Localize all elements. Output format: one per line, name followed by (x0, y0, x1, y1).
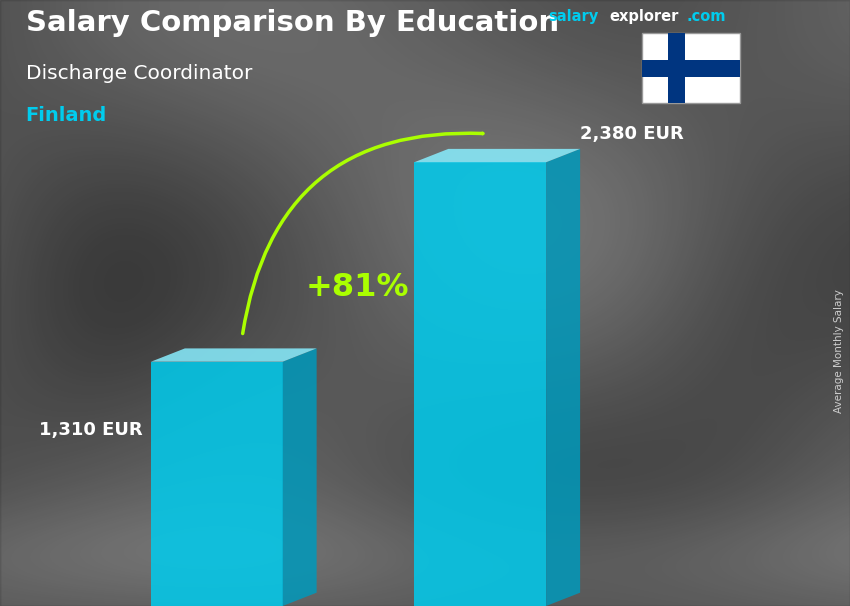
Text: 2,380 EUR: 2,380 EUR (580, 125, 684, 143)
Text: 1,310 EUR: 1,310 EUR (39, 421, 142, 439)
Polygon shape (546, 149, 580, 606)
Text: salary: salary (548, 9, 598, 24)
Text: explorer: explorer (609, 9, 679, 24)
FancyArrowPatch shape (242, 133, 483, 333)
Polygon shape (414, 162, 546, 606)
Bar (642, 33, 740, 103)
Text: Discharge Coordinator: Discharge Coordinator (26, 64, 252, 82)
Polygon shape (282, 348, 316, 606)
Text: +81%: +81% (305, 272, 409, 304)
Polygon shape (414, 149, 580, 162)
Text: Average Monthly Salary: Average Monthly Salary (834, 290, 844, 413)
Polygon shape (151, 348, 316, 362)
Text: .com: .com (687, 9, 726, 24)
Text: Finland: Finland (26, 106, 107, 125)
Bar (668, 33, 685, 103)
Text: Salary Comparison By Education: Salary Comparison By Education (26, 9, 558, 37)
Polygon shape (151, 362, 282, 606)
Bar (642, 60, 740, 76)
